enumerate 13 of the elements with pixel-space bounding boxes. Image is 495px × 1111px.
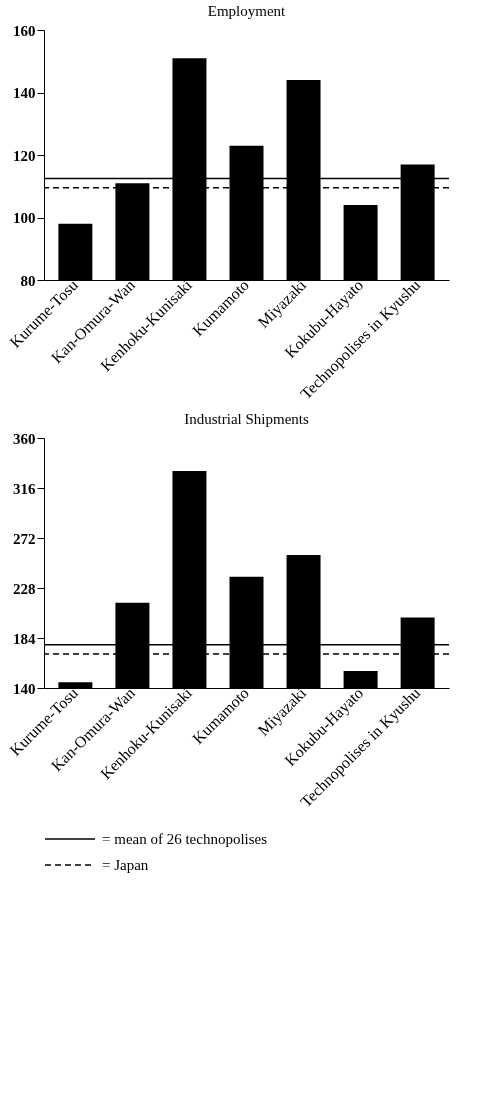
chart-title: Industrial Shipments [184, 411, 309, 427]
chart-title: Employment [207, 3, 287, 19]
y-tick-label: 316 [13, 480, 36, 497]
legend-label: = mean of 26 technopolises [102, 831, 268, 847]
y-tick-label: 184 [13, 630, 36, 647]
y-tick-label: 360 [13, 430, 36, 447]
y-tick-label: 140 [13, 85, 36, 101]
y-tick-label: 100 [13, 210, 36, 226]
y-tick-label: 228 [13, 580, 36, 597]
y-tick-label: 272 [13, 530, 36, 547]
y-tick-label: 120 [13, 147, 36, 164]
y-tick-label: 160 [13, 22, 36, 39]
legend-label: = Japan [102, 857, 149, 873]
